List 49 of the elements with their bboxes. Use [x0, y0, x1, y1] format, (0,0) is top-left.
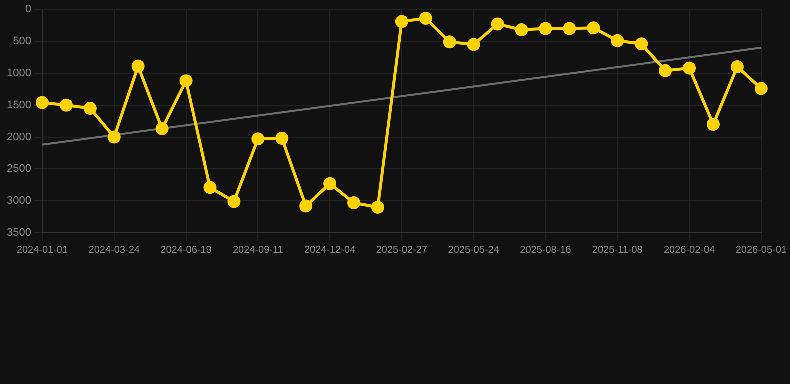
point [754, 82, 768, 96]
point [419, 12, 432, 26]
point [683, 62, 696, 75]
point [108, 130, 121, 144]
y-tick-label: 500 [13, 36, 32, 48]
x-tick-label: 2025-05-24 [448, 244, 500, 256]
y-tick-label: 1000 [6, 67, 32, 80]
x-tick-label: 2024-01-01 [16, 244, 68, 256]
point [395, 15, 408, 28]
point [156, 122, 169, 136]
x-tick-label: 2025-02-27 [376, 244, 428, 256]
point [563, 22, 576, 36]
point [276, 132, 289, 146]
x-tick-label: 2026-02-04 [664, 244, 716, 256]
x-tick-label: 2024-03-24 [88, 244, 140, 256]
point [132, 60, 145, 73]
x-tick-label: 2024-12-04 [304, 244, 356, 256]
point [371, 200, 384, 214]
y-tick-label: 2500 [6, 163, 32, 176]
x-tick-label: 2025-11-08 [592, 244, 644, 256]
point [515, 24, 528, 37]
point [539, 22, 552, 36]
x-tick-label: 2025-08-16 [520, 244, 572, 256]
point [252, 132, 265, 146]
point [228, 195, 241, 208]
y-tick-label: 3000 [6, 195, 32, 208]
point [587, 22, 600, 35]
point [300, 200, 313, 213]
point [443, 36, 456, 49]
point [467, 38, 480, 52]
point [635, 38, 648, 51]
x-tick-label: 2024-09-11 [232, 244, 284, 256]
point [180, 74, 193, 88]
point [730, 60, 744, 74]
point [204, 181, 217, 194]
y-tick-label: 2000 [6, 131, 32, 144]
point [84, 102, 97, 116]
point [659, 64, 672, 78]
point [611, 34, 624, 48]
y-tick-label: 3500 [6, 227, 32, 240]
y-tick-label: 0 [25, 4, 32, 16]
x-tick-label: 2024-06-19 [160, 244, 212, 256]
point [706, 118, 720, 131]
point [324, 177, 337, 190]
x-tick-label: 2026-05-01 [736, 244, 788, 256]
point [491, 18, 504, 31]
point [348, 196, 361, 210]
y-tick-label: 1500 [6, 99, 32, 112]
point [60, 98, 73, 112]
